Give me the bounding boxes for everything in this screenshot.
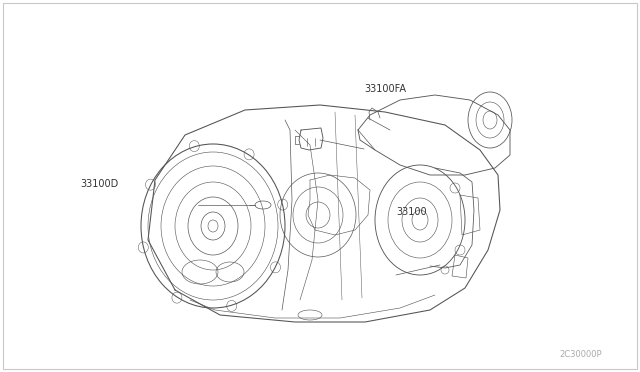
Text: 33100D: 33100D: [80, 179, 118, 189]
Text: 2C30000P: 2C30000P: [559, 350, 602, 359]
Text: 33100: 33100: [397, 207, 428, 217]
Text: 33100FA: 33100FA: [365, 84, 407, 94]
